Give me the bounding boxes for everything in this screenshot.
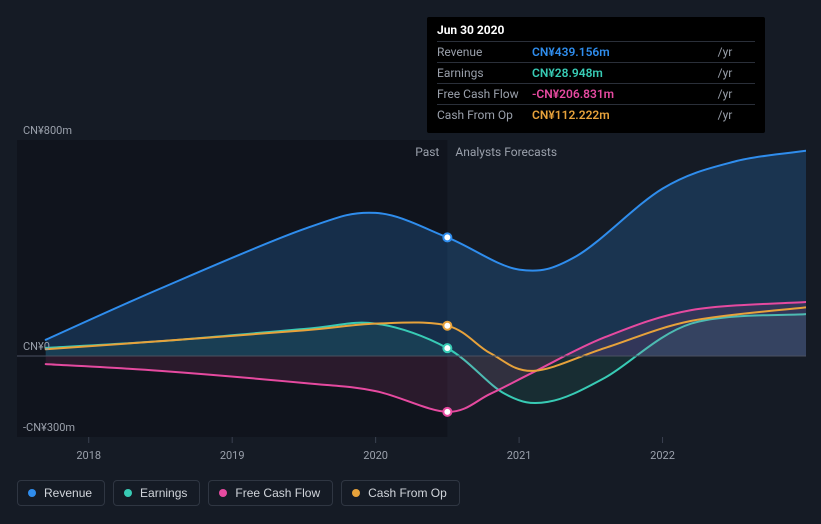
tooltip-row: Free Cash Flow-CN¥206.831m/yr	[437, 84, 755, 105]
tooltip-row-label: Free Cash Flow	[437, 84, 532, 105]
legend-item-cfo[interactable]: Cash From Op	[341, 480, 460, 506]
hover-marker-fcf	[443, 408, 451, 416]
legend: Revenue Earnings Free Cash Flow Cash From O…	[17, 480, 460, 506]
tooltip-row: Cash From OpCN¥112.222m/yr	[437, 105, 755, 126]
legend-dot-icon	[352, 489, 360, 497]
hover-tooltip: Jun 30 2020 RevenueCN¥439.156m/yrEarning…	[427, 17, 765, 133]
tooltip-row-unit: /yr	[714, 42, 755, 63]
tooltip-row-unit: /yr	[714, 105, 755, 126]
financials-chart: Past Analysts Forecasts CN¥800m CN¥0 -CN¥300…	[0, 0, 821, 524]
x-axis-label: 2020	[363, 449, 388, 462]
hover-marker-cfo	[443, 322, 451, 330]
tooltip-row-unit: /yr	[714, 84, 755, 105]
x-axis-label: 2022	[650, 449, 675, 462]
x-axis-label: 2018	[76, 449, 101, 462]
legend-item-earnings[interactable]: Earnings	[113, 480, 200, 506]
x-axis-label: 2021	[507, 449, 532, 462]
tooltip-row-value: CN¥439.156m	[532, 42, 714, 63]
tooltip-row-label: Cash From Op	[437, 105, 532, 126]
tooltip-row-value: -CN¥206.831m	[532, 84, 714, 105]
tooltip-row-value: CN¥28.948m	[532, 63, 714, 84]
tooltip-row-unit: /yr	[714, 63, 755, 84]
legend-dot-icon	[219, 489, 227, 497]
tooltip-row-label: Earnings	[437, 63, 532, 84]
tooltip-table: RevenueCN¥439.156m/yrEarningsCN¥28.948m/…	[437, 41, 755, 125]
legend-item-label: Revenue	[44, 486, 92, 500]
hover-marker-earnings	[443, 344, 451, 352]
region-label-past: Past	[415, 145, 439, 159]
region-label-forecast: Analysts Forecasts	[455, 145, 557, 159]
legend-item-label: Free Cash Flow	[235, 486, 320, 500]
y-axis-label: CN¥0	[23, 340, 50, 353]
tooltip-row-value: CN¥112.222m	[532, 105, 714, 126]
x-axis-label: 2019	[220, 449, 245, 462]
tooltip-title: Jun 30 2020	[437, 23, 755, 41]
hover-marker-revenue	[443, 233, 451, 241]
tooltip-row: EarningsCN¥28.948m/yr	[437, 63, 755, 84]
legend-item-label: Earnings	[140, 486, 187, 500]
legend-dot-icon	[124, 489, 132, 497]
y-axis-label: -CN¥300m	[23, 421, 75, 434]
legend-item-label: Cash From Op	[368, 486, 447, 500]
tooltip-row-label: Revenue	[437, 42, 532, 63]
legend-dot-icon	[28, 489, 36, 497]
y-axis-label: CN¥800m	[23, 124, 72, 137]
legend-item-fcf[interactable]: Free Cash Flow	[208, 480, 333, 506]
tooltip-row: RevenueCN¥439.156m/yr	[437, 42, 755, 63]
legend-item-revenue[interactable]: Revenue	[17, 480, 105, 506]
